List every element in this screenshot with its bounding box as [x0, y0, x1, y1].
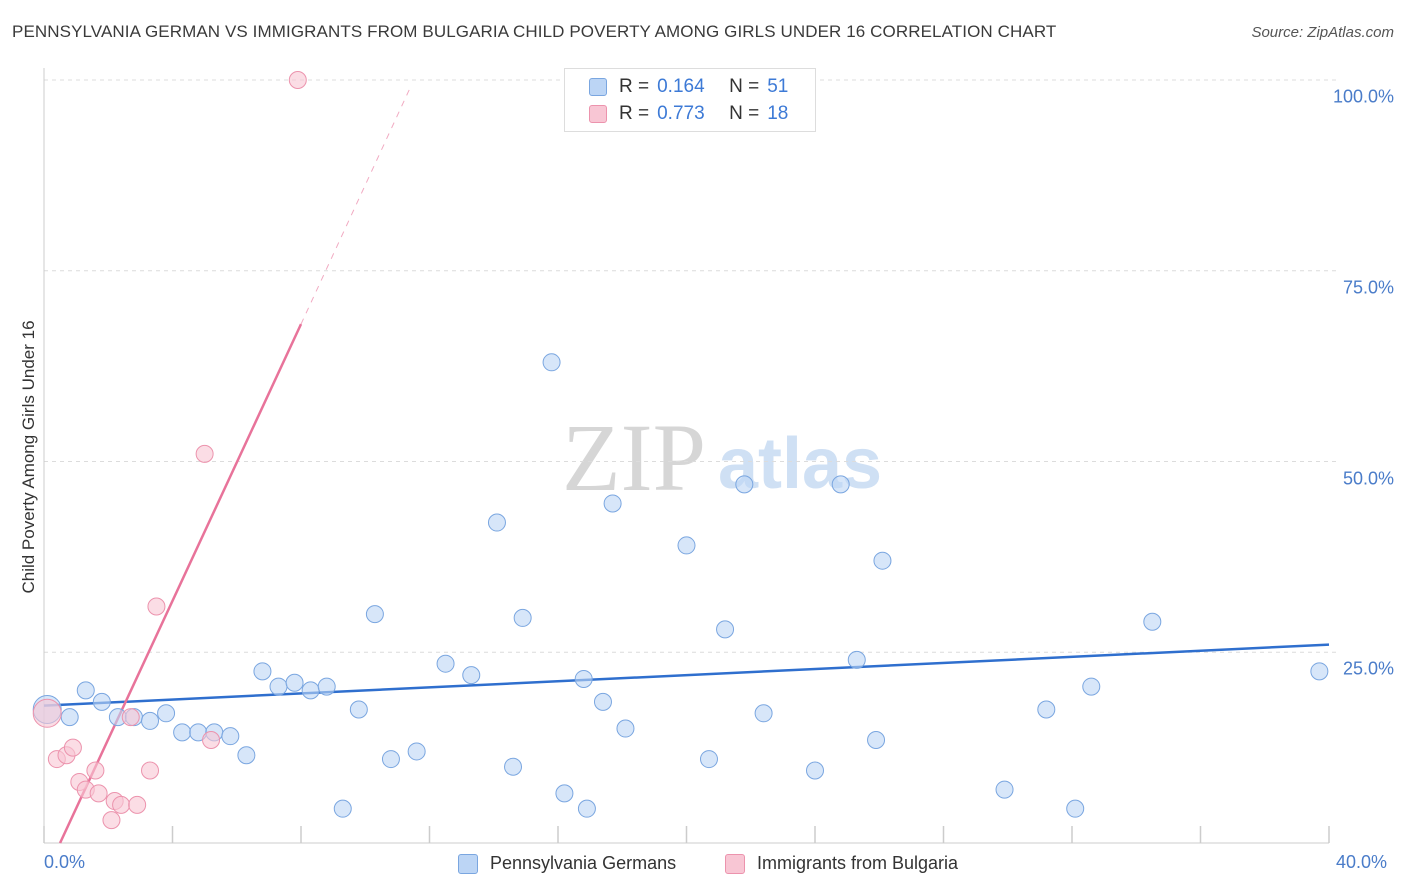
pink-data-point — [147, 597, 166, 616]
blue-data-point — [574, 669, 593, 688]
blue-data-point — [317, 677, 336, 696]
blue-data-point — [716, 620, 735, 639]
legend-r-value-pink: 0.773 — [657, 103, 705, 124]
pink-data-point — [288, 71, 307, 89]
blue-data-point — [603, 494, 622, 513]
series-legend-blue[interactable]: Pennsylvania Germans — [458, 853, 676, 874]
blue-data-point — [513, 608, 532, 627]
blue-data-point — [285, 673, 304, 692]
gridlines — [44, 79, 1339, 653]
blue-data-point — [269, 677, 288, 696]
pink-data-point — [102, 811, 121, 830]
blue-data-point — [555, 784, 574, 803]
blue-data-point — [1082, 677, 1101, 696]
pink-trend-line — [58, 323, 303, 844]
x-tick-min: 0.0% — [44, 852, 86, 872]
blue-data-point — [542, 353, 561, 372]
series-legend-pink[interactable]: Immigrants from Bulgaria — [725, 853, 958, 874]
blue-data-point — [1066, 799, 1085, 818]
blue-data-point — [593, 692, 612, 711]
pink-trend-extension — [300, 87, 411, 325]
blue-trend-line — [43, 643, 1330, 707]
blue-data-point — [301, 681, 320, 700]
blue-data-point — [221, 727, 240, 746]
blue-data-point — [873, 551, 892, 570]
blue-data-point — [577, 799, 596, 818]
series-label-blue: Pennsylvania Germans — [490, 853, 677, 873]
pink-data-point — [112, 795, 131, 814]
blue-data-point — [867, 730, 886, 749]
legend-r-value-blue: 0.164 — [657, 76, 705, 97]
blue-data-point — [173, 723, 192, 742]
series-swatch-blue — [458, 853, 478, 874]
blue-data-point — [754, 704, 773, 723]
legend-swatch-pink — [589, 105, 607, 123]
blue-data-point — [616, 719, 635, 738]
source-label: Source: ZipAtlas.com — [1251, 24, 1394, 41]
pink-data-point — [141, 761, 160, 780]
blue-data-point — [1037, 700, 1056, 719]
pink-data-point — [121, 708, 140, 727]
blue-data-point — [735, 475, 754, 494]
blue-data-point — [462, 666, 481, 685]
blue-data-point — [92, 692, 111, 711]
y-tick-label: 50.0% — [1342, 468, 1394, 488]
legend-swatch-blue — [589, 78, 607, 96]
blue-data-point — [1143, 612, 1162, 631]
pink-data-point — [202, 730, 221, 749]
blue-data-point — [995, 780, 1014, 799]
blue-data-point — [333, 799, 352, 818]
blue-data-point — [60, 708, 79, 727]
legend-r-label: R = — [619, 76, 650, 97]
watermark: ZIP atlas — [562, 404, 882, 511]
watermark-zip: ZIP — [562, 404, 706, 511]
legend-row-blue: R = 0.164 N = 51 — [589, 76, 788, 98]
blue-data-point — [237, 746, 256, 765]
blue-data-point — [1310, 662, 1329, 681]
blue-data-point — [141, 711, 160, 730]
blue-data-point — [407, 742, 426, 761]
legend-r-label: R = — [619, 103, 650, 124]
blue-data-point — [806, 761, 824, 780]
blue-data-point — [504, 757, 523, 776]
legend-n-value-blue: 51 — [767, 76, 789, 97]
blue-data-point — [349, 700, 368, 719]
blue-data-point — [157, 704, 176, 723]
blue-data-point — [677, 536, 696, 555]
blue-data-point — [699, 750, 718, 769]
blue-data-point — [847, 650, 866, 669]
blue-data-point — [831, 475, 850, 494]
chart-title: PENNSYLVANIA GERMAN VS IMMIGRANTS FROM B… — [12, 22, 1057, 41]
blue-data-point — [365, 605, 384, 624]
x-tick-max: 40.0% — [1336, 852, 1388, 872]
y-tick-label: 100.0% — [1332, 86, 1394, 107]
y-tick-label: 75.0% — [1342, 277, 1394, 298]
pink-data-point — [128, 795, 147, 814]
blue-data-point — [76, 681, 95, 700]
series-swatch-pink — [725, 853, 745, 874]
pink-data-point — [86, 761, 105, 780]
trend-lines — [43, 87, 1330, 844]
blue-data-point — [436, 654, 455, 673]
legend-n-value-pink: 18 — [767, 103, 789, 124]
data-points — [32, 71, 1329, 830]
y-tick-label: 25.0% — [1342, 658, 1394, 679]
blue-data-point — [253, 662, 272, 681]
blue-data-point — [381, 750, 400, 769]
legend-row-pink: R = 0.773 N = 18 — [589, 103, 788, 125]
pink-data-point — [32, 698, 62, 728]
pink-data-point — [195, 444, 214, 463]
series-label-pink: Immigrants from Bulgaria — [757, 853, 959, 873]
pink-data-point — [89, 784, 108, 803]
legend-n-label: N = — [729, 103, 760, 124]
legend-n-label: N = — [729, 76, 760, 97]
pink-data-point — [63, 738, 82, 757]
correlation-legend: R = 0.164 N = 51 R = 0.773 N = 18 — [564, 68, 816, 132]
series-legend: Pennsylvania Germans Immigrants from Bul… — [0, 853, 1406, 877]
blue-data-point — [487, 513, 506, 532]
